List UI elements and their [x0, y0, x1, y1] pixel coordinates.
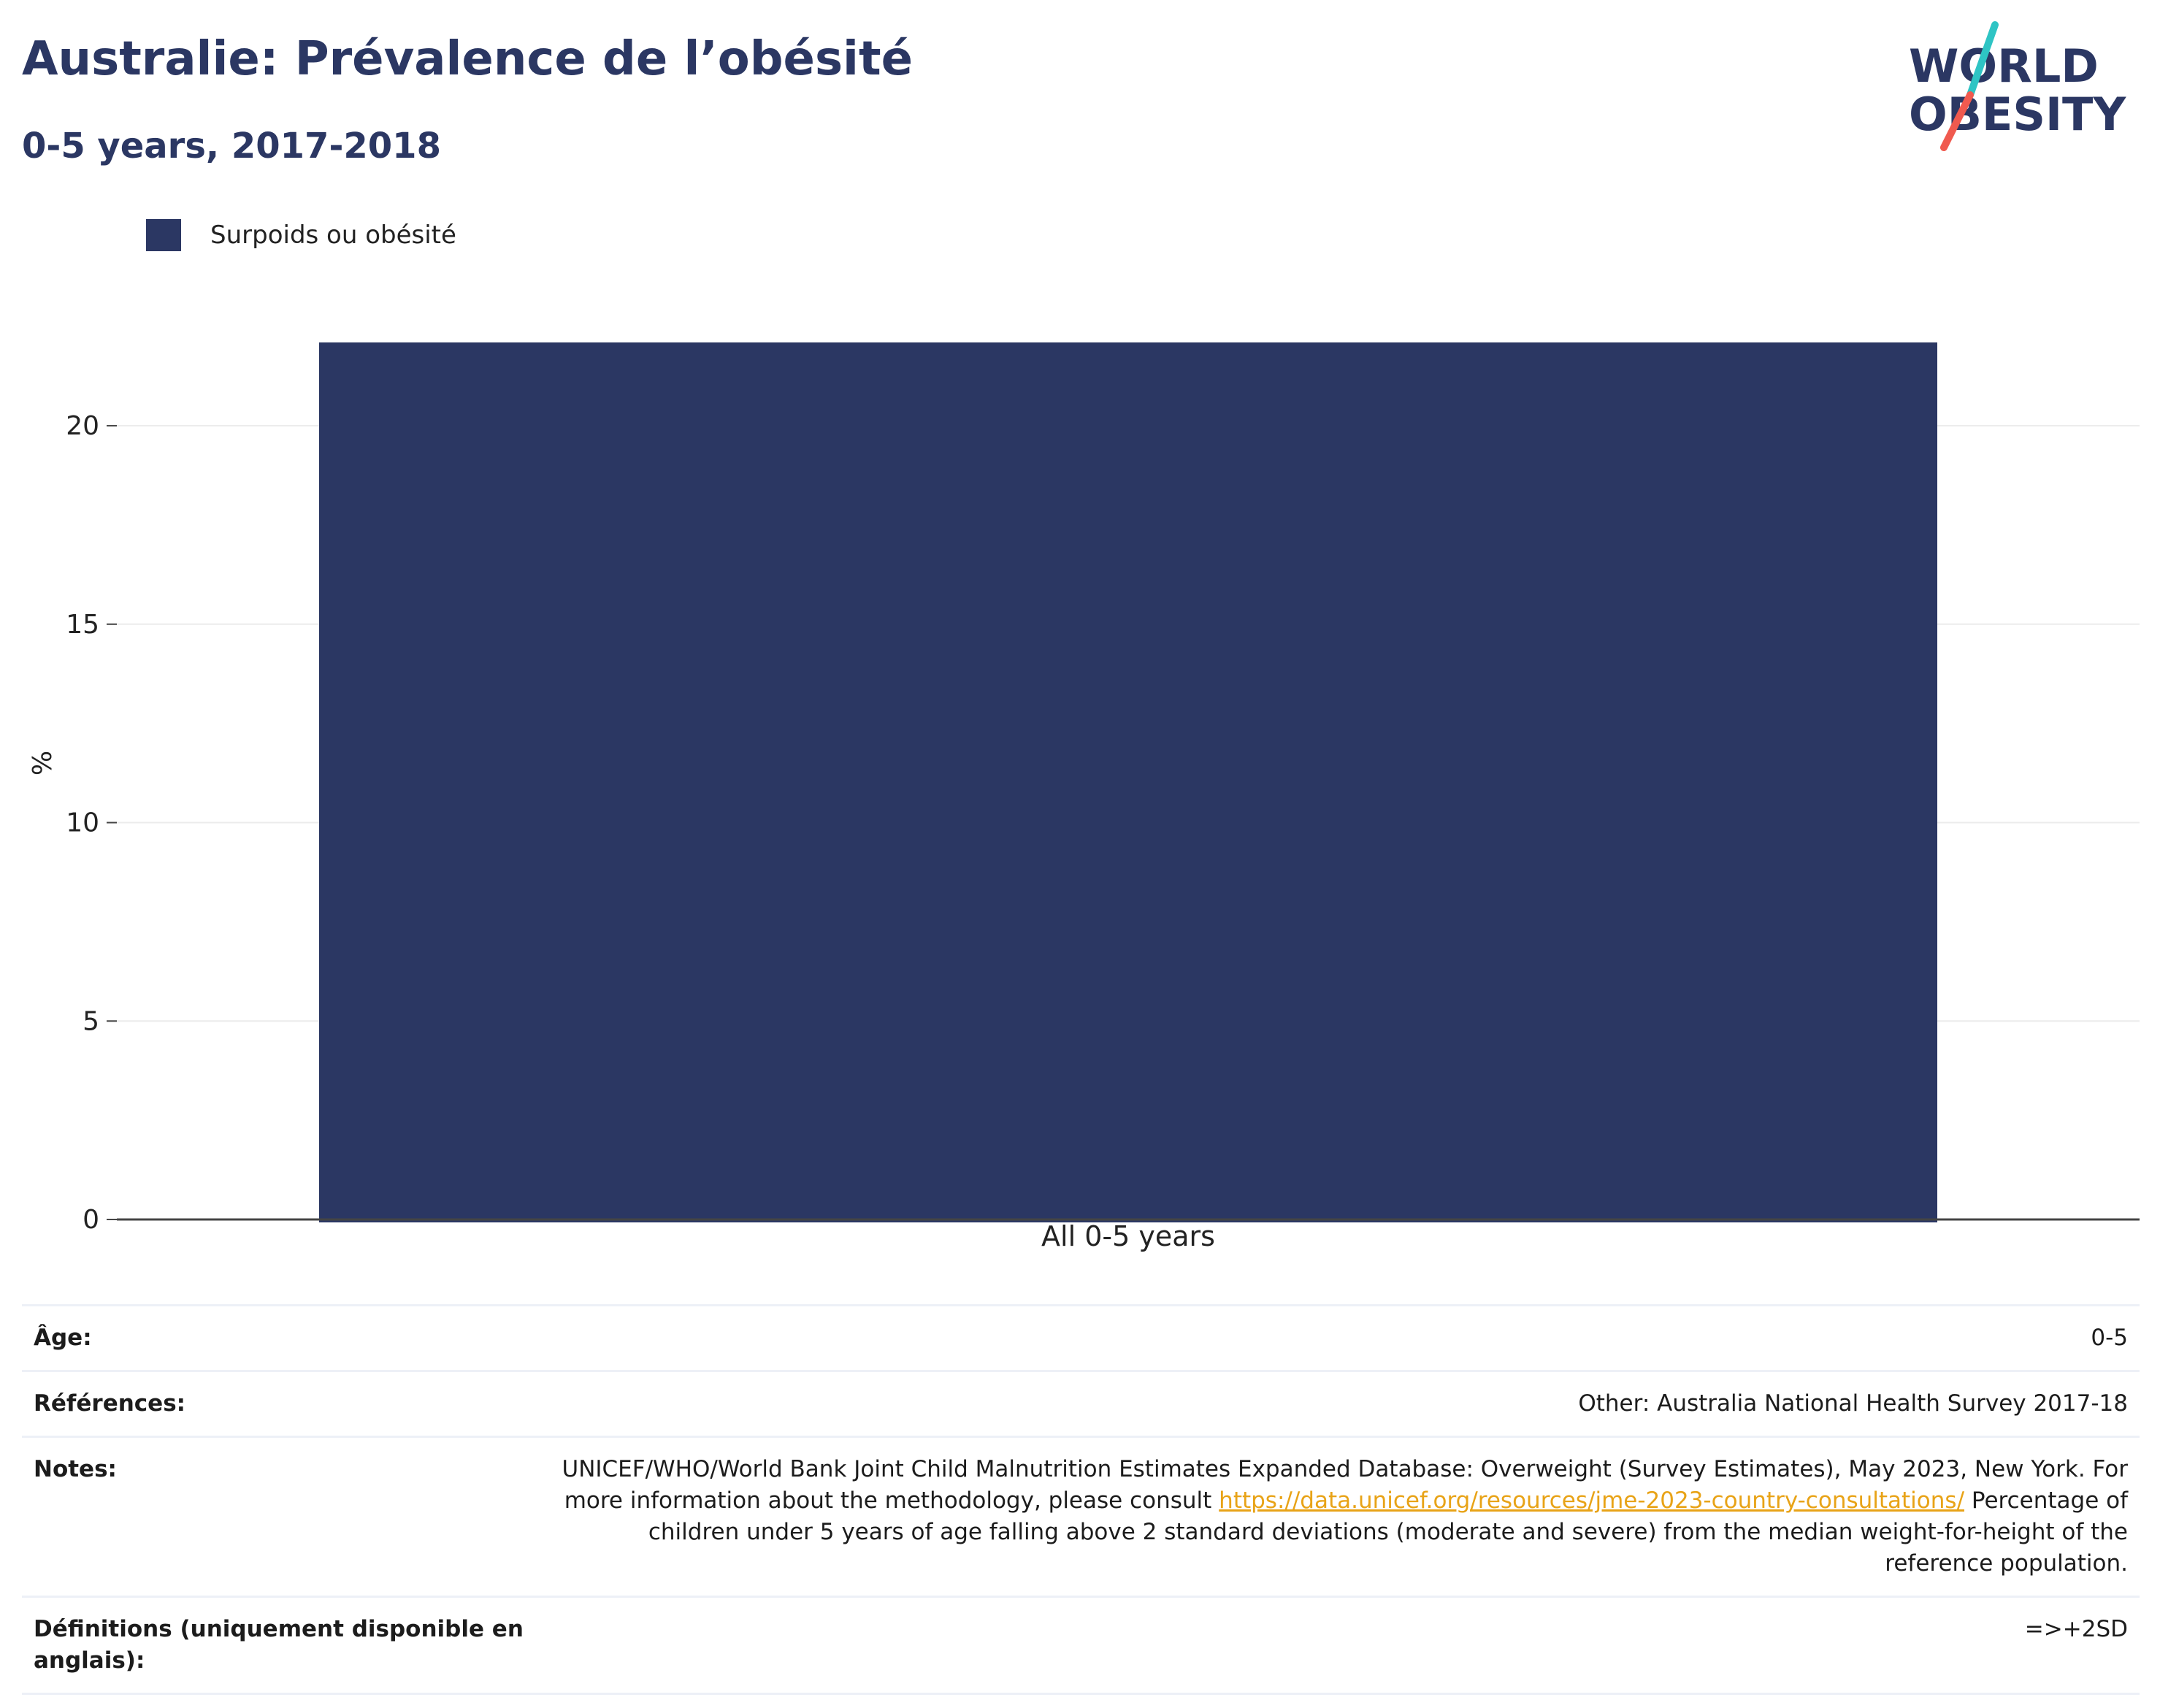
- x-tick-label: All 0-5 years: [1041, 1220, 1215, 1252]
- notes-text-after: Percentage of children under 5 years of …: [648, 1487, 2128, 1577]
- bar[interactable]: [319, 342, 1937, 1222]
- info-row-references: Références: Other: Australia National He…: [22, 1370, 2140, 1437]
- logo-slash-top: [1966, 21, 1999, 99]
- y-tick-label: 10: [66, 808, 99, 838]
- info-value-age: 0-5: [542, 1304, 2140, 1371]
- info-table: Âge: 0-5 Références: Other: Australia Na…: [22, 1304, 2140, 1695]
- info-value-references: Other: Australia National Health Survey …: [542, 1370, 2140, 1437]
- info-row-definitions: Définitions (uniquement disponible en an…: [22, 1596, 2140, 1695]
- legend-label-overweight: Surpoids ou obésité: [210, 221, 456, 250]
- notes-text-before: UNICEF/WHO/World Bank Joint Child Malnut…: [562, 1456, 2129, 1514]
- info-row-notes: Notes: UNICEF/WHO/World Bank Joint Child…: [22, 1436, 2140, 1597]
- chart-title: Australie: Prévalence de l’obésité: [22, 32, 913, 86]
- logo-text-world: WORLD: [1909, 39, 2099, 93]
- legend-swatch-overweight: [146, 219, 181, 251]
- y-axis-label: %: [28, 751, 58, 776]
- y-tick-label: 5: [83, 1006, 99, 1036]
- info-key-definitions: Définitions (uniquement disponible en an…: [22, 1596, 542, 1695]
- logo-text-obesity: OBESITY: [1909, 88, 2126, 141]
- world-obesity-logo: WORLD OBESITY: [1909, 21, 2126, 151]
- info-key-notes: Notes:: [22, 1436, 542, 1597]
- info-value-definitions: =>+2SD: [542, 1596, 2140, 1695]
- info-value-notes: UNICEF/WHO/World Bank Joint Child Malnut…: [542, 1436, 2140, 1597]
- y-tick-label: 15: [66, 610, 99, 640]
- y-tick-label: 0: [83, 1205, 99, 1235]
- chart-legend[interactable]: Surpoids ou obésité: [146, 218, 456, 253]
- chart-subtitle: 0-5 years, 2017-2018: [22, 126, 441, 166]
- logo-slash-bottom: [1940, 91, 1974, 151]
- info-key-age: Âge:: [22, 1304, 542, 1371]
- notes-link[interactable]: https://data.unicef.org/resources/jme-20…: [1219, 1487, 1965, 1514]
- y-tick-label: 20: [66, 411, 99, 441]
- info-row-age: Âge: 0-5: [22, 1304, 2140, 1371]
- bar-chart: 0 5 10 15 20 All 0-5 years%: [28, 342, 2140, 1252]
- info-key-references: Références:: [22, 1370, 542, 1437]
